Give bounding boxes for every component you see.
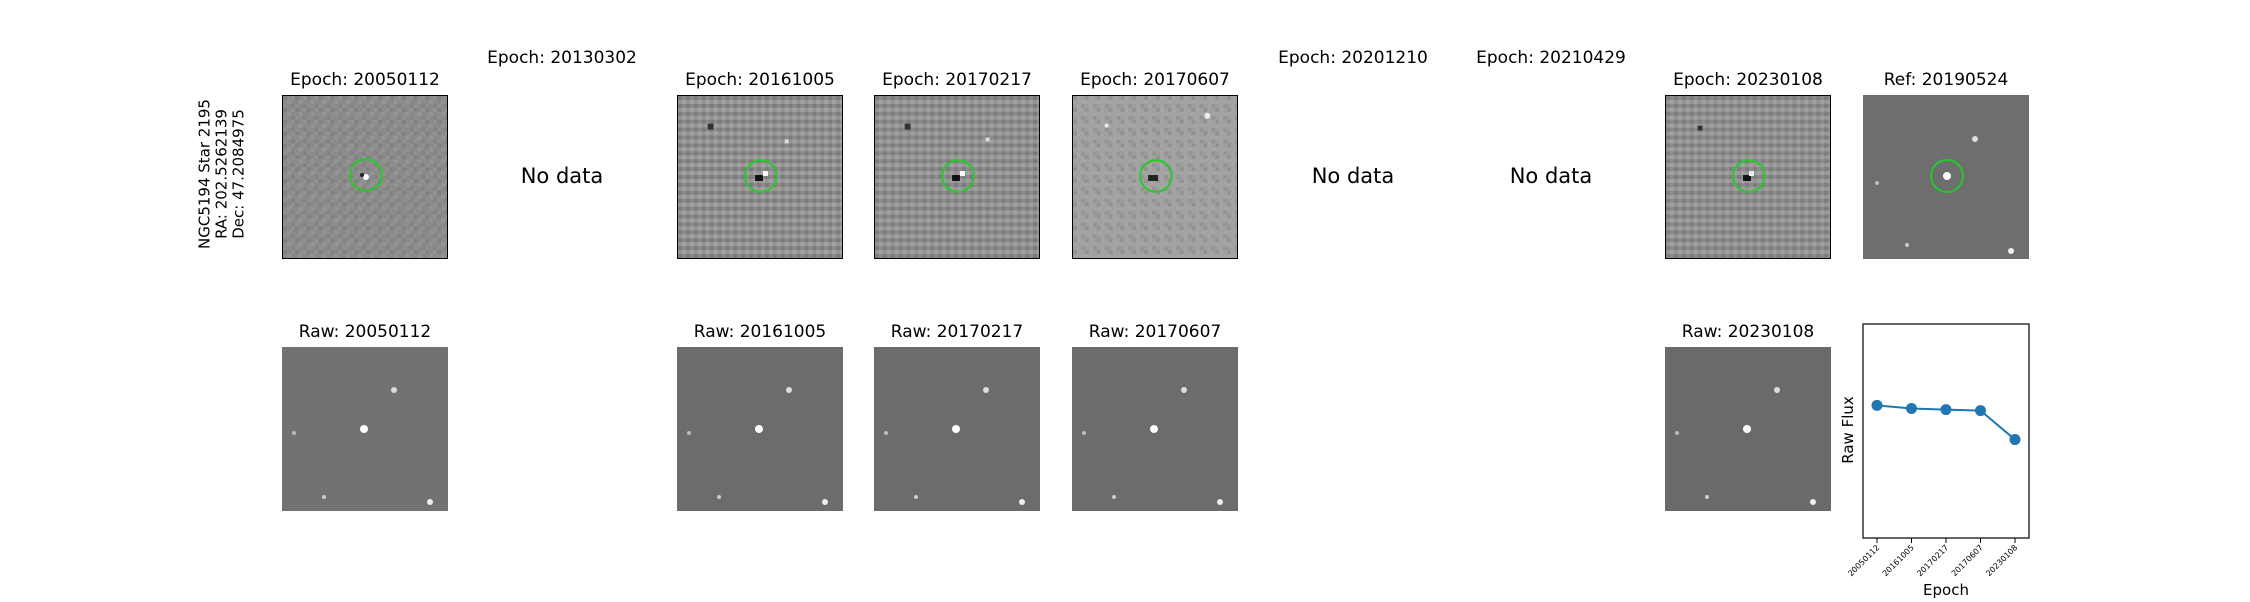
target-name: NGC5194 Star 2195 (195, 99, 214, 249)
diff-image-3 (874, 95, 1040, 259)
data-point (1940, 404, 1952, 416)
x-tick-label: 20170607 (1950, 543, 1985, 578)
epoch-title-5: Epoch: 20201210 (1278, 48, 1428, 68)
raw-image-3 (1072, 347, 1238, 511)
no-data-6: No data (1509, 164, 1593, 188)
target-circle (744, 159, 778, 193)
diff-image-2 (677, 95, 843, 259)
epoch-title-2: Epoch: 20161005 (685, 70, 835, 90)
diff-image-7 (1665, 95, 1831, 259)
target-circle (1930, 159, 1964, 193)
target-dec: Dec: 47.2084975 (229, 109, 248, 239)
raw-title-4: Raw: 20230108 (1681, 322, 1815, 342)
target-circle (1732, 159, 1766, 193)
target-circle (941, 159, 975, 193)
epoch-title-6: Epoch: 20210429 (1476, 48, 1626, 68)
diff-image-4 (1072, 95, 1238, 259)
ref-image (1863, 95, 2029, 259)
raw-title-2: Raw: 20170217 (890, 322, 1024, 342)
data-point (1975, 405, 1986, 417)
raw-title-0: Raw: 20050112 (298, 322, 432, 342)
epoch-title-3: Epoch: 20170217 (882, 70, 1032, 90)
data-point (1906, 403, 1917, 415)
epoch-title-0: Epoch: 20050112 (290, 70, 440, 90)
raw-image-2 (874, 347, 1040, 511)
target-circle (1139, 159, 1173, 193)
x-tick-label: 20161005 (1881, 543, 1916, 578)
target-ra: RA: 202.5262139 (212, 109, 231, 239)
light-curve-chart: 20050112 20161005 20170217 20170607 20230108… (1846, 323, 2030, 599)
raw-title-1: Raw: 20161005 (693, 322, 827, 342)
ref-title: Ref: 20190524 (1883, 70, 2009, 90)
no-data-1: No data (520, 164, 604, 188)
epoch-title-7: Epoch: 20230108 (1673, 70, 1823, 90)
epoch-title-4: Epoch: 20170607 (1080, 70, 1230, 90)
x-axis-label: Epoch (1923, 581, 1969, 599)
target-circle (349, 158, 383, 192)
raw-image-4 (1665, 347, 1831, 511)
y-axis-label: Raw Flux (1839, 396, 1857, 464)
x-tick-label: 20050112 (1846, 543, 1881, 578)
x-tick-label: 20170217 (1915, 543, 1950, 578)
raw-image-1 (677, 347, 843, 511)
data-point (1871, 399, 1883, 411)
diff-image-0 (282, 95, 448, 259)
x-tick-label: 20230108 (1984, 543, 2019, 578)
raw-title-3: Raw: 20170607 (1088, 322, 1222, 342)
epoch-title-1: Epoch: 20130302 (487, 48, 637, 68)
no-data-5: No data (1311, 164, 1395, 188)
data-point (2009, 434, 2021, 446)
raw-image-0 (282, 347, 448, 511)
